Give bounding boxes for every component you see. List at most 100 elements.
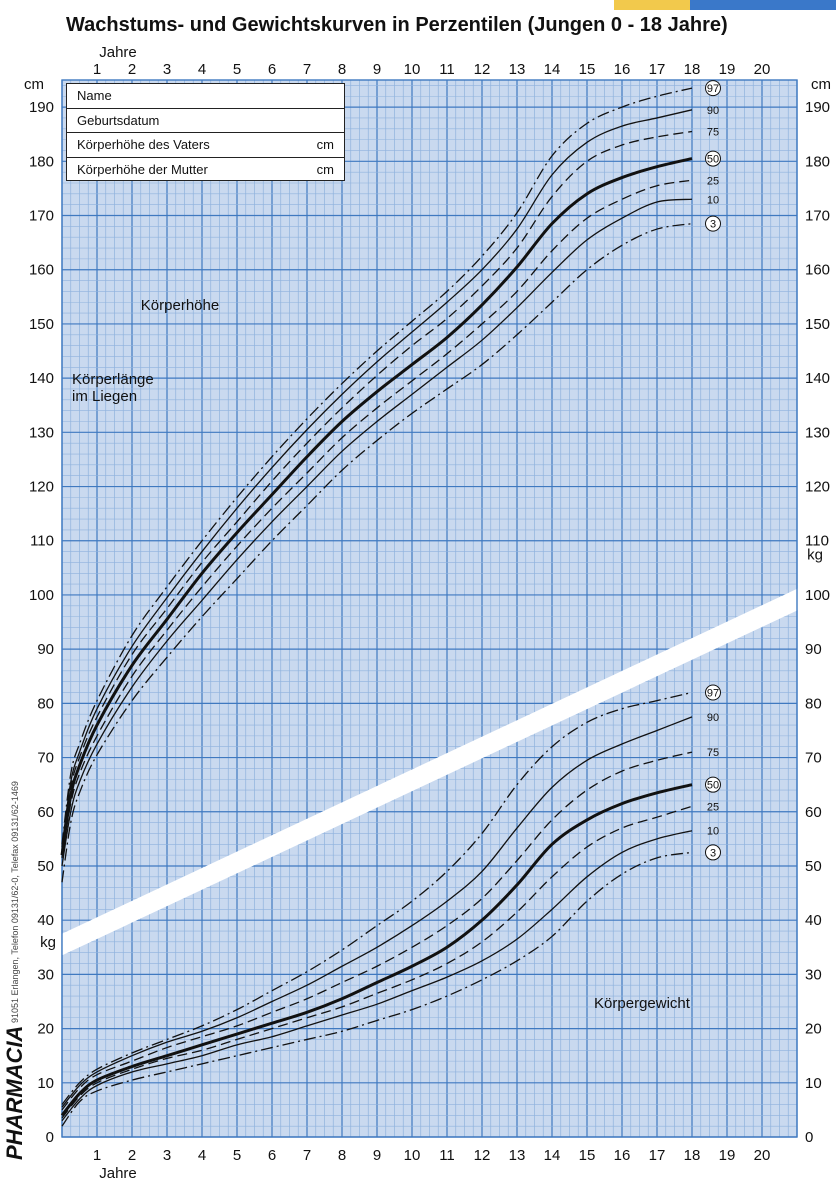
x-tick-label-top: 7: [303, 61, 311, 78]
y-tick-label-left: 30: [37, 966, 54, 983]
x-tick-label-bottom: 5: [233, 1147, 241, 1164]
x-tick-label-top: 16: [614, 61, 631, 78]
plot-border: [61, 79, 798, 1138]
annotation-koerperhoehe: Körperhöhe: [141, 297, 219, 314]
weight-percentile-50-label: 50: [707, 780, 719, 792]
y-tick-label-left: 120: [29, 479, 54, 496]
x-tick-label-top: 17: [649, 61, 666, 78]
info-row-birthdate[interactable]: Geburtsdatum: [67, 109, 344, 133]
publisher-address: 91051 Erlangen, Telefon 09131/62-0, Tele…: [10, 781, 20, 1024]
x-tick-label-bottom: 2: [128, 1147, 136, 1164]
y-axis-unit-right: cm: [811, 76, 831, 93]
height-percentile-10-line: [61, 198, 693, 867]
y-tick-label-left: 70: [37, 750, 54, 767]
publisher-side-text: PHARMACIA 91051 Erlangen, Telefon 09131/…: [2, 760, 27, 1160]
x-tick-label-bottom: 3: [163, 1147, 171, 1164]
y-tick-label-right: 20: [805, 1021, 822, 1038]
y-tick-label-right: 160: [805, 262, 830, 279]
height-percentile-50-line: [60, 157, 693, 856]
x-tick-label-bottom: 11: [439, 1147, 455, 1164]
y-tick-label-right: 110: [805, 533, 829, 550]
info-row-father-height[interactable]: Körperhöhe des Vaters cm: [67, 133, 344, 158]
info-father-unit: cm: [316, 137, 334, 153]
y-tick-label-left: 180: [29, 153, 54, 170]
weight-percentile-97-label: 97: [707, 688, 719, 700]
x-axis-label-bottom: Jahre: [99, 1165, 137, 1182]
info-birthdate-label: Geburtsdatum: [77, 112, 160, 128]
y-tick-label-left: 10: [37, 1075, 54, 1092]
y-tick-label-right: 90: [805, 641, 822, 658]
x-tick-label-bottom: 14: [544, 1147, 561, 1164]
y-tick-label-right: 180: [805, 153, 830, 170]
x-tick-label-top: 2: [128, 61, 136, 78]
y-tick-label-left: 50: [37, 858, 54, 875]
x-tick-label-top: 20: [754, 61, 771, 78]
corner-accent-blue: [690, 0, 836, 10]
x-tick-label-top: 12: [474, 61, 491, 78]
weight-percentile-3-label: 3: [710, 847, 716, 859]
y-tick-label-right: 170: [805, 208, 830, 225]
x-tick-label-top: 6: [268, 61, 276, 78]
info-mother-label: Körperhöhe der Mutter: [77, 162, 208, 178]
y-tick-label-right: 0: [805, 1129, 813, 1146]
y-tick-label-right: 130: [805, 424, 830, 441]
x-tick-label-bottom: 20: [754, 1147, 771, 1164]
y-tick-label-left: 170: [29, 208, 54, 225]
height-percentile-3-line: [61, 223, 693, 883]
y-tick-label-left: 140: [29, 370, 54, 387]
y-tick-label-left: 40: [37, 912, 54, 929]
y-tick-label-right: 70: [805, 750, 822, 767]
height-percentile-50-badge: [705, 150, 721, 167]
x-tick-label-top: 9: [373, 61, 381, 78]
separator-band: [62, 570, 836, 956]
x-tick-label-bottom: 1: [93, 1147, 101, 1164]
weight-percentile-90-line: [61, 716, 693, 1108]
x-tick-label-top: 5: [233, 61, 241, 78]
annotation-koerperlaenge-2: im Liegen: [72, 388, 137, 405]
y-tick-label-right: 60: [805, 804, 822, 821]
x-tick-label-bottom: 15: [579, 1147, 596, 1164]
x-tick-label-top: 11: [439, 61, 455, 78]
y-axis-unit-left: cm: [24, 76, 44, 93]
x-axis-label-top: Jahre: [99, 44, 137, 61]
weight-percentile-10-label: 10: [707, 826, 719, 838]
x-tick-label-top: 8: [338, 61, 346, 78]
info-row-mother-height[interactable]: Körperhöhe der Mutter cm: [67, 158, 344, 183]
y-tick-label-right: 100: [805, 587, 830, 604]
height-percentile-90-label: 90: [707, 105, 719, 117]
x-tick-label-bottom: 17: [649, 1147, 666, 1164]
x-tick-label-bottom: 19: [719, 1147, 736, 1164]
x-tick-label-bottom: 13: [509, 1147, 526, 1164]
x-tick-label-bottom: 18: [684, 1147, 701, 1164]
weight-percentile-50-line: [60, 783, 693, 1117]
x-tick-label-bottom: 9: [373, 1147, 381, 1164]
weight-unit-left: kg: [40, 934, 56, 951]
weight-percentile-50-badge: [705, 776, 721, 793]
publisher-brand: PHARMACIA: [2, 1025, 27, 1160]
info-name-label: Name: [77, 88, 112, 104]
height-percentile-3-badge: [705, 215, 721, 232]
height-percentile-75-label: 75: [707, 126, 719, 138]
x-tick-label-top: 14: [544, 61, 561, 78]
y-tick-label-left: 130: [29, 424, 54, 441]
height-percentile-25-label: 25: [707, 175, 719, 187]
weight-percentile-10-line: [61, 830, 693, 1122]
weight-percentile-75-label: 75: [707, 747, 719, 759]
info-father-label: Körperhöhe des Vaters: [77, 137, 210, 153]
height-percentile-50-label: 50: [707, 154, 719, 166]
annotation-koerperlaenge-1: Körperlänge: [72, 371, 154, 388]
info-row-name[interactable]: Name: [67, 84, 344, 109]
y-tick-label-right: 50: [805, 858, 822, 875]
weight-percentile-90-label: 90: [707, 712, 719, 724]
x-tick-label-top: 3: [163, 61, 171, 78]
x-tick-label-top: 15: [579, 61, 596, 78]
x-tick-label-top: 18: [684, 61, 701, 78]
height-percentile-90-line: [61, 109, 693, 848]
weight-percentile-25-line: [61, 805, 693, 1119]
annotation-koerpergewicht: Körpergewicht: [594, 995, 691, 1012]
y-tick-label-left: 100: [29, 587, 54, 604]
y-tick-label-left: 110: [30, 533, 54, 550]
height-percentile-3-label: 3: [710, 219, 716, 231]
corner-accent-yellow: [614, 0, 690, 10]
weight-percentile-3-badge: [705, 844, 721, 861]
